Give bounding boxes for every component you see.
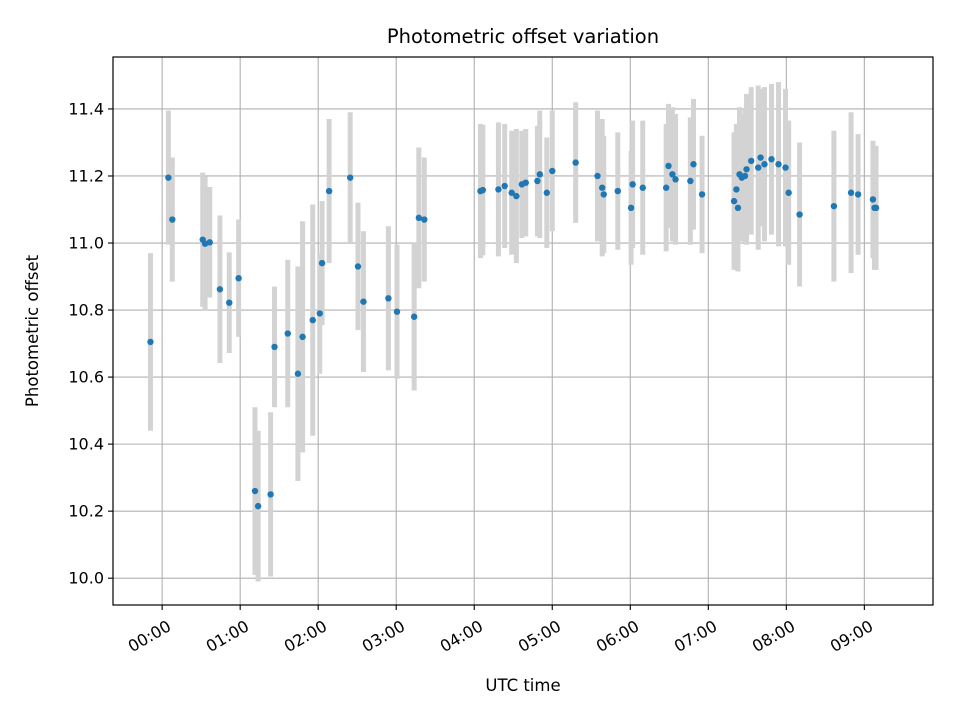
- data-point: [869, 196, 877, 203]
- y-tick-label: 11.4: [68, 99, 104, 118]
- data-point: [294, 370, 302, 377]
- data-point: [600, 191, 607, 198]
- data-point: [536, 171, 543, 178]
- data-point: [639, 184, 646, 191]
- grid: [113, 57, 933, 605]
- data-point: [614, 187, 621, 195]
- data-point: [216, 286, 224, 293]
- data-point: [662, 184, 670, 191]
- data-point: [796, 211, 803, 218]
- data-point: [354, 263, 362, 270]
- data-point: [251, 487, 259, 495]
- data-point: [393, 308, 401, 315]
- data-point: [598, 184, 606, 191]
- data-point: [410, 313, 418, 320]
- data-point: [226, 299, 233, 306]
- data-point: [730, 197, 738, 205]
- data-point: [698, 191, 706, 198]
- data-point: [872, 204, 880, 212]
- data-point: [572, 159, 579, 166]
- data-point: [495, 186, 502, 193]
- data-point: [271, 343, 278, 351]
- data-point: [346, 174, 354, 181]
- y-tick-label: 10.0: [68, 569, 104, 588]
- data-point: [284, 330, 291, 337]
- data-point: [687, 177, 694, 185]
- data-point: [318, 259, 326, 267]
- y-tick-label: 10.4: [68, 435, 104, 454]
- data-point: [415, 214, 423, 222]
- data-point: [522, 179, 529, 186]
- data-point: [235, 275, 242, 282]
- data-point: [629, 181, 636, 188]
- data-point: [768, 156, 775, 163]
- data-point: [165, 174, 172, 181]
- data-point: [299, 333, 306, 341]
- data-point: [785, 189, 792, 196]
- data-point: [206, 239, 213, 246]
- data-point: [479, 186, 487, 194]
- x-axis-label: UTC time: [485, 676, 560, 695]
- data-point: [775, 161, 782, 168]
- data-point: [748, 157, 755, 165]
- data-point: [755, 164, 762, 171]
- data-point: [534, 177, 541, 185]
- data-point: [847, 189, 855, 196]
- data-point: [741, 172, 749, 180]
- data-point: [169, 216, 176, 223]
- y-tick-label: 10.2: [68, 502, 104, 521]
- data-point: [385, 295, 392, 302]
- y-tick-label: 11.0: [68, 234, 104, 253]
- chart-title: Photometric offset variation: [387, 25, 659, 48]
- data-point: [734, 204, 742, 212]
- plot-frame: [112, 56, 934, 606]
- data-points: [147, 154, 880, 510]
- data-point: [672, 176, 679, 183]
- data-point: [147, 338, 154, 346]
- data-point: [543, 189, 550, 196]
- data-point: [360, 298, 367, 305]
- y-tick-label: 11.2: [68, 166, 104, 185]
- y-tick-label: 10.6: [68, 368, 104, 387]
- data-point: [508, 189, 515, 196]
- data-point: [854, 191, 862, 198]
- data-point: [594, 172, 601, 180]
- data-point: [549, 167, 556, 175]
- data-point: [421, 216, 428, 223]
- data-point: [669, 171, 676, 178]
- data-point: [254, 502, 262, 510]
- y-axis-label: Photometric offset: [23, 254, 42, 407]
- data-point: [325, 187, 333, 195]
- data-point: [316, 310, 323, 317]
- data-point: [782, 164, 789, 171]
- data-point: [757, 154, 764, 161]
- data-point: [267, 491, 274, 498]
- data-point: [309, 316, 316, 324]
- y-axis-ticks: 10.0 10.2 10.4 10.6 10.8 11.0 11.2 11.4: [68, 99, 113, 588]
- data-point: [761, 161, 768, 168]
- data-point: [743, 166, 750, 173]
- data-point: [733, 186, 740, 193]
- data-point: [665, 162, 672, 170]
- data-point: [513, 192, 520, 200]
- data-point: [627, 204, 635, 212]
- data-point: [830, 202, 838, 210]
- data-point: [501, 182, 508, 190]
- data-point: [690, 161, 697, 168]
- y-tick-label: 10.8: [68, 301, 104, 320]
